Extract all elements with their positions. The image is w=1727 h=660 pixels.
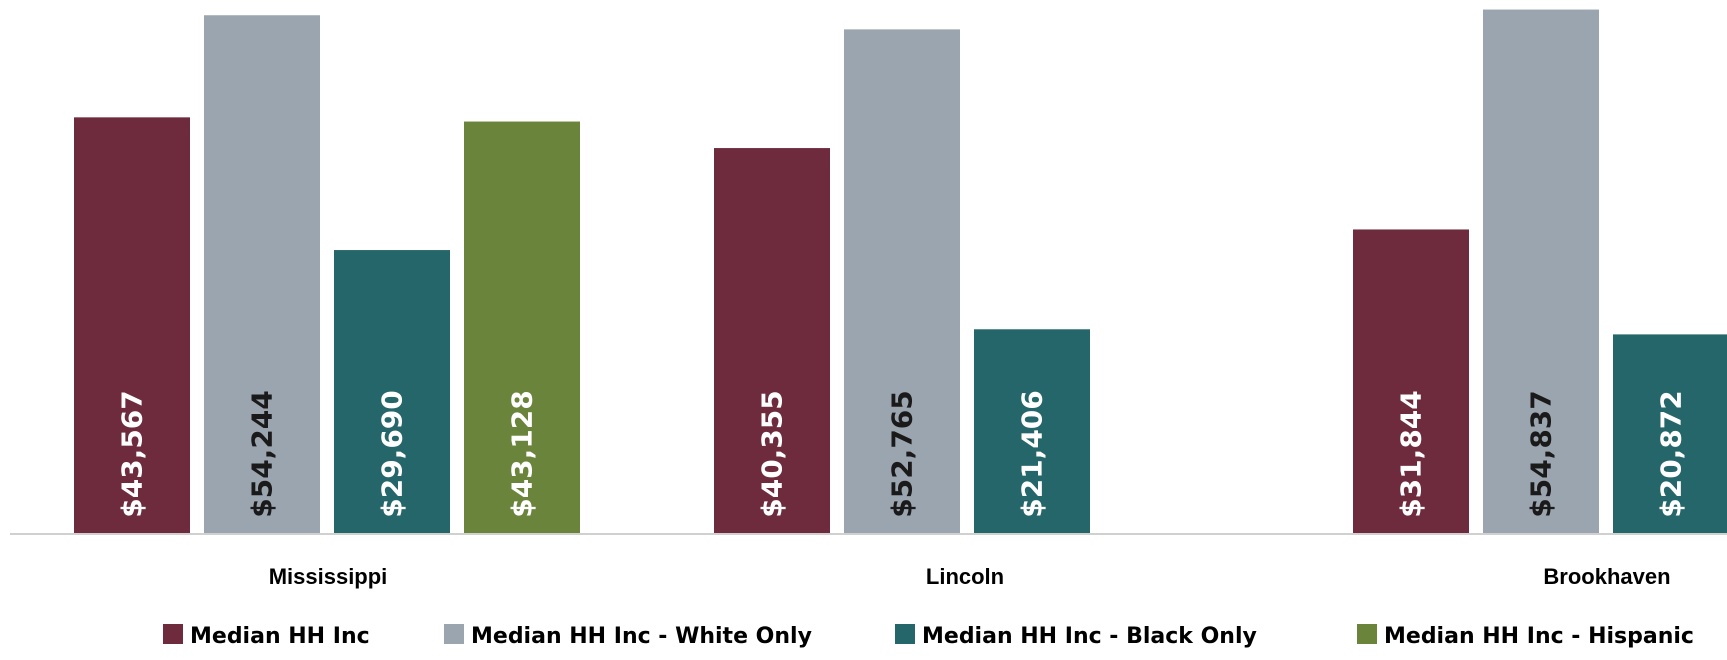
legend: Median HH Inc Median HH Inc - White Only M…	[163, 624, 1694, 649]
bar-mississippi-series-3	[464, 121, 580, 534]
bar-mississippi-series-1	[204, 15, 320, 535]
bar-brookhaven-series-0	[1353, 229, 1469, 534]
bar-mississippi-series-0	[74, 117, 190, 534]
category-labels-layer: Mississippi Lincoln Brookhaven	[269, 564, 1671, 589]
bar-value-label: $21,406	[1016, 390, 1049, 518]
category-label-mississippi: Mississippi	[269, 564, 388, 589]
category-label-lincoln: Lincoln	[926, 564, 1004, 589]
bar-lincoln-series-0	[714, 148, 830, 534]
bar-lincoln-series-1	[844, 29, 960, 535]
bar-value-label: $43,128	[506, 390, 539, 518]
legend-label-3: Median HH Inc - Hispanic	[1384, 624, 1694, 649]
bar-brookhaven-series-2	[1613, 334, 1727, 534]
bar-value-label: $52,765	[886, 390, 919, 518]
bar-value-label: $31,844	[1395, 390, 1428, 518]
bar-value-label: $20,872	[1655, 390, 1688, 518]
legend-label-2: Median HH Inc - Black Only	[922, 624, 1257, 649]
legend-swatch-2	[895, 624, 915, 644]
legend-swatch-1	[444, 624, 464, 644]
bars-layer	[74, 9, 1727, 535]
bar-labels-layer: $43,567 $54,244 $29,690 $43,128 $40,355 $52,7…	[116, 390, 1688, 518]
bar-brookhaven-series-1	[1483, 9, 1599, 534]
category-label-brookhaven: Brookhaven	[1543, 564, 1670, 589]
legend-swatch-3	[1357, 624, 1377, 644]
bar-value-label: $54,244	[246, 390, 279, 518]
bar-value-label: $40,355	[756, 390, 789, 518]
legend-swatch-0	[163, 624, 183, 644]
bar-value-label: $54,837	[1525, 390, 1558, 518]
bar-lincoln-series-2	[974, 329, 1090, 534]
bar-value-label: $43,567	[116, 390, 149, 518]
bar-mississippi-series-2	[334, 250, 450, 534]
legend-label-0: Median HH Inc	[190, 624, 370, 649]
bar-value-label: $29,690	[376, 390, 409, 518]
legend-label-1: Median HH Inc - White Only	[471, 624, 812, 649]
